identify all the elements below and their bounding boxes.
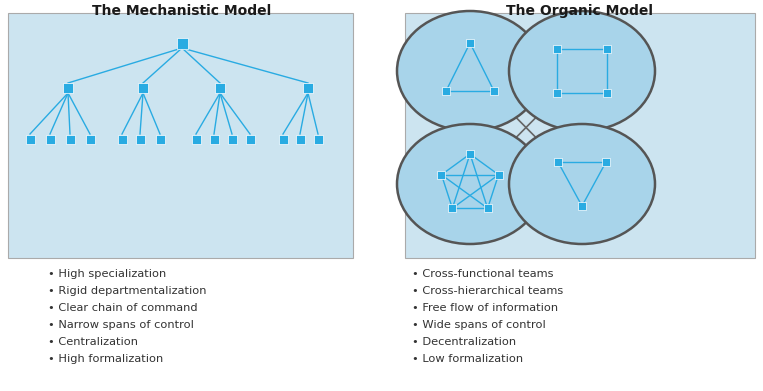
Text: • Narrow spans of control: • Narrow spans of control: [48, 320, 194, 330]
FancyBboxPatch shape: [192, 135, 201, 143]
FancyBboxPatch shape: [578, 202, 586, 210]
FancyBboxPatch shape: [210, 135, 218, 143]
FancyBboxPatch shape: [490, 87, 498, 95]
Text: • Centralization: • Centralization: [48, 337, 138, 347]
FancyBboxPatch shape: [63, 83, 73, 93]
Ellipse shape: [509, 124, 655, 244]
FancyBboxPatch shape: [484, 204, 491, 212]
Text: • High formalization: • High formalization: [48, 354, 163, 364]
FancyBboxPatch shape: [246, 135, 255, 143]
FancyBboxPatch shape: [138, 83, 148, 93]
FancyBboxPatch shape: [295, 135, 304, 143]
FancyBboxPatch shape: [227, 135, 237, 143]
FancyBboxPatch shape: [437, 171, 446, 179]
Text: • Rigid departmentalization: • Rigid departmentalization: [48, 286, 207, 296]
FancyBboxPatch shape: [303, 83, 313, 93]
Text: • Cross-functional teams: • Cross-functional teams: [412, 269, 553, 279]
Ellipse shape: [509, 11, 655, 131]
FancyBboxPatch shape: [314, 135, 323, 143]
FancyBboxPatch shape: [442, 87, 450, 95]
FancyBboxPatch shape: [85, 135, 95, 143]
Bar: [8, 13, 353, 258]
Text: • Clear chain of command: • Clear chain of command: [48, 303, 198, 313]
FancyBboxPatch shape: [136, 135, 144, 143]
FancyBboxPatch shape: [553, 89, 561, 97]
Text: • Low formalization: • Low formalization: [412, 354, 523, 364]
FancyBboxPatch shape: [554, 158, 562, 166]
FancyBboxPatch shape: [603, 89, 611, 97]
FancyBboxPatch shape: [25, 135, 34, 143]
FancyBboxPatch shape: [602, 158, 610, 166]
FancyBboxPatch shape: [66, 135, 75, 143]
Text: • Wide spans of control: • Wide spans of control: [412, 320, 546, 330]
Text: The Organic Model: The Organic Model: [507, 4, 653, 18]
FancyBboxPatch shape: [466, 150, 474, 158]
Text: • Decentralization: • Decentralization: [412, 337, 516, 347]
Bar: [405, 13, 755, 258]
FancyBboxPatch shape: [278, 135, 288, 143]
Text: • High specialization: • High specialization: [48, 269, 166, 279]
FancyBboxPatch shape: [215, 83, 225, 93]
FancyBboxPatch shape: [118, 135, 127, 143]
Ellipse shape: [397, 124, 543, 244]
FancyBboxPatch shape: [46, 135, 54, 143]
FancyBboxPatch shape: [449, 204, 456, 212]
Text: • Free flow of information: • Free flow of information: [412, 303, 558, 313]
Text: • Cross-hierarchical teams: • Cross-hierarchical teams: [412, 286, 563, 296]
Ellipse shape: [397, 11, 543, 131]
FancyBboxPatch shape: [553, 45, 561, 53]
FancyBboxPatch shape: [176, 38, 188, 48]
FancyBboxPatch shape: [156, 135, 165, 143]
Text: The Mechanistic Model: The Mechanistic Model: [92, 4, 272, 18]
FancyBboxPatch shape: [466, 39, 474, 47]
FancyBboxPatch shape: [603, 45, 611, 53]
FancyBboxPatch shape: [494, 171, 503, 179]
